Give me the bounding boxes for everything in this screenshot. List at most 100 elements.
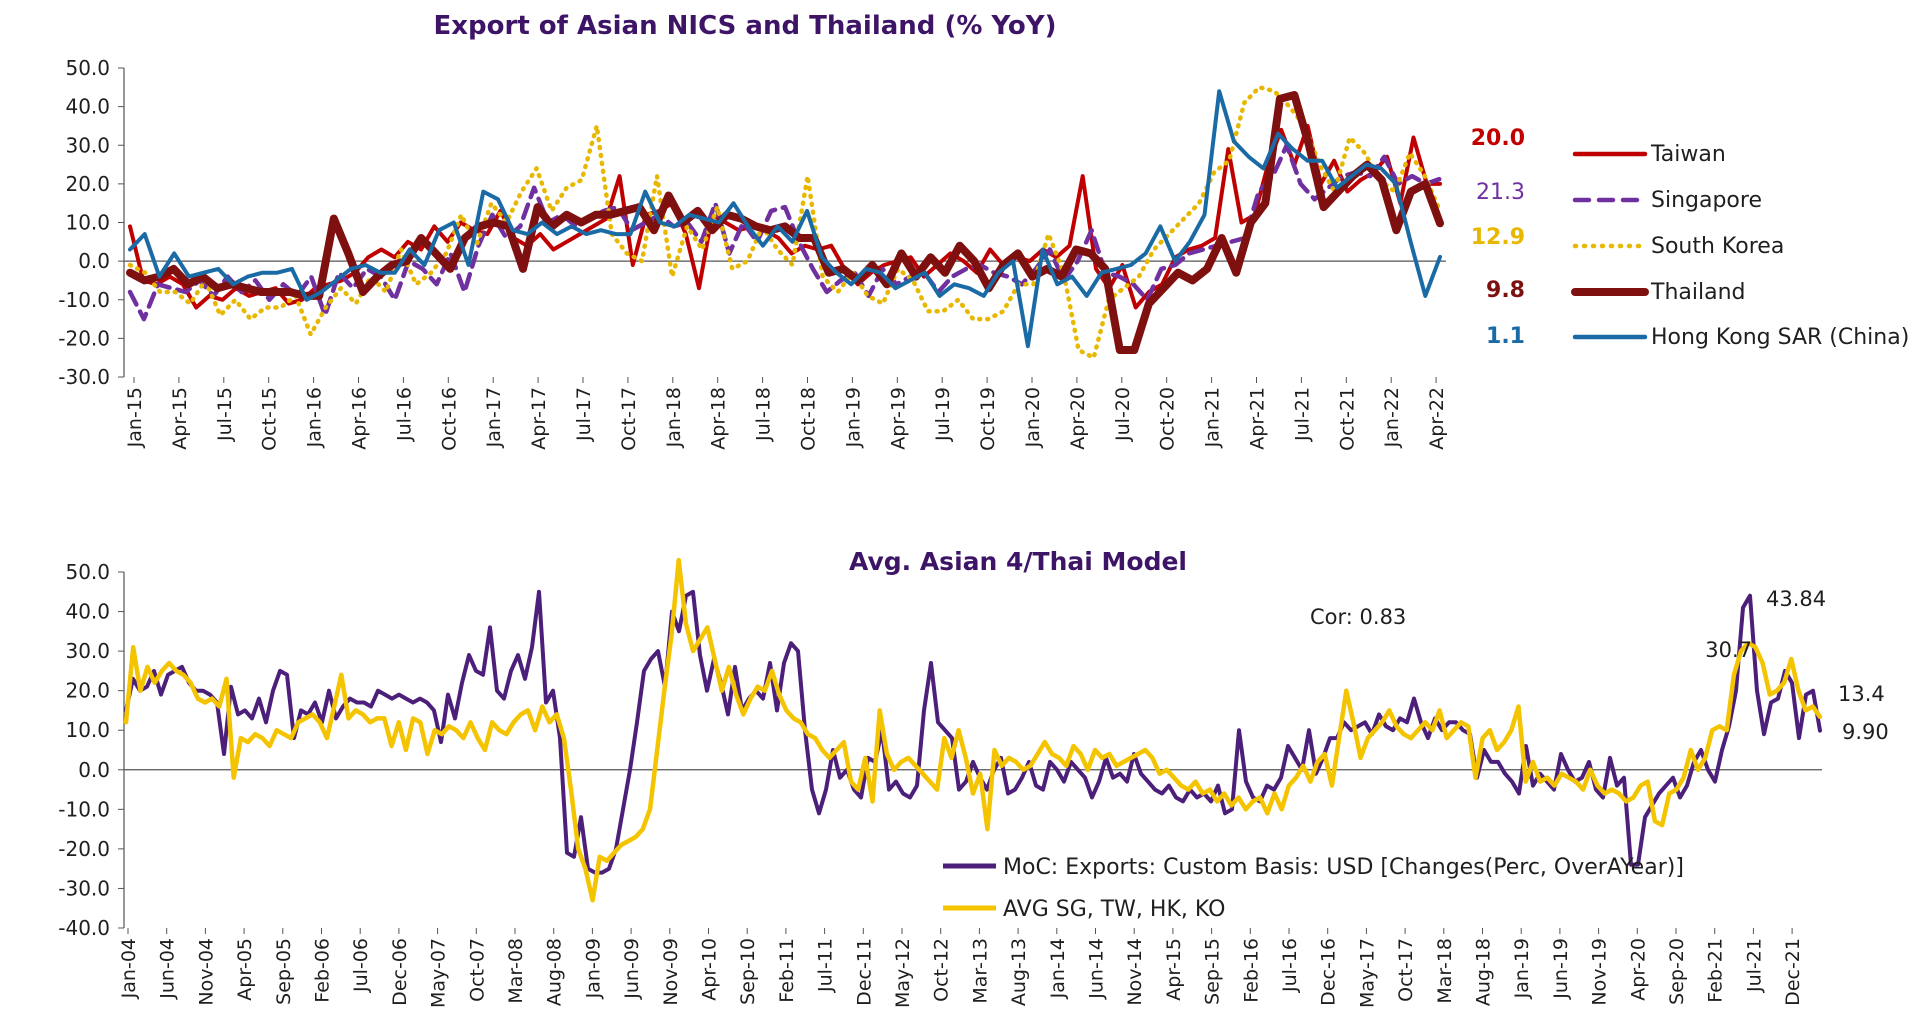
x-tick-label: Jun-14 xyxy=(1086,938,1108,1000)
x-tick-label: Jan-16 xyxy=(304,387,326,448)
x-tick-label: Mar-18 xyxy=(1434,938,1456,1004)
x-tick-label: Mar-13 xyxy=(969,938,991,1004)
x-tick-label: Feb-21 xyxy=(1705,938,1727,1003)
latest-value-label: 9.8 xyxy=(1486,278,1525,303)
legend-item[interactable]: MoC: Exports: Custom Basis: USD [Changes… xyxy=(943,855,1684,880)
y-tick-label: 50.0 xyxy=(65,560,110,584)
x-tick-label: Apr-05 xyxy=(234,938,256,1001)
x-tick-label: May-12 xyxy=(892,938,914,1008)
series-line-avg-sg-tw-hk-ko xyxy=(123,557,1823,903)
x-tick-label: Mar-08 xyxy=(505,938,527,1004)
latest-value-label: 1.1 xyxy=(1486,324,1525,349)
x-tick-label: Aug-18 xyxy=(1473,938,1495,1006)
legend-item[interactable]: Thailand xyxy=(1571,280,1745,305)
x-tick-label: Jul-16 xyxy=(393,387,415,442)
chart-top-title: Export of Asian NICS and Thailand (% YoY… xyxy=(434,11,1057,41)
x-tick-label: Oct-17 xyxy=(1395,938,1417,1002)
legend-item[interactable]: Hong Kong SAR (China) xyxy=(1572,325,1909,350)
y-tick-label: -30.0 xyxy=(58,365,110,389)
legend-item[interactable]: Singapore xyxy=(1572,188,1762,213)
y-tick-label: 20.0 xyxy=(65,679,110,703)
x-tick-label: Jul-19 xyxy=(932,387,954,442)
x-tick-label: Apr-10 xyxy=(699,938,721,1001)
x-tick-label: Jan-20 xyxy=(1022,387,1044,448)
x-tick-label: Apr-22 xyxy=(1426,387,1448,450)
series-line-south-korea xyxy=(127,85,1443,360)
y-tick-label: 10.0 xyxy=(65,211,110,235)
x-tick-label: Jan-17 xyxy=(483,387,505,448)
x-tick-label: Apr-15 xyxy=(1163,938,1185,1001)
series-line-thailand xyxy=(126,91,1444,354)
latest-value-label: 12.9 xyxy=(1471,225,1525,250)
y-tick-label: -20.0 xyxy=(58,837,110,861)
legend-label: Taiwan xyxy=(1650,142,1726,167)
x-tick-label: Aug-08 xyxy=(544,938,566,1006)
x-tick-label: Jan-09 xyxy=(582,938,604,999)
legend-item[interactable]: Taiwan xyxy=(1572,142,1726,167)
legend-label: Singapore xyxy=(1651,188,1762,213)
latest-value-label: 20.0 xyxy=(1471,126,1525,151)
chart-top: Export of Asian NICS and Thailand (% YoY… xyxy=(58,11,1909,451)
x-tick-label: Nov-04 xyxy=(195,938,217,1006)
x-tick-label: Dec-21 xyxy=(1782,938,1804,1006)
x-tick-label: Dec-11 xyxy=(853,938,875,1006)
y-tick-label: 30.0 xyxy=(65,639,110,663)
chart-bottom-x-axis: Jan-04 Jun-04 Nov-04 Apr-05 Sep-05 Feb-06 Jul-… xyxy=(118,769,1822,1008)
legend-item[interactable]: AVG SG, TW, HK, KO xyxy=(943,897,1225,922)
y-tick-label: 30.0 xyxy=(65,133,110,157)
correlation-annotation: Cor: 0.83 xyxy=(1310,605,1406,629)
x-tick-label: May-17 xyxy=(1356,938,1378,1008)
x-tick-label: Jul-16 xyxy=(1279,938,1301,993)
x-tick-label: Apr-19 xyxy=(887,387,909,450)
chart-bottom-legend[interactable]: MoC: Exports: Custom Basis: USD [Changes… xyxy=(943,855,1684,922)
x-tick-label: Oct-16 xyxy=(438,387,460,451)
y-tick-label: -30.0 xyxy=(58,876,110,900)
y-tick-label: -10.0 xyxy=(58,797,110,821)
x-tick-label: Jan-15 xyxy=(124,387,146,448)
x-tick-label: Apr-21 xyxy=(1247,387,1269,450)
x-tick-label: Jul-20 xyxy=(1112,387,1134,442)
legend-item[interactable]: South Korea xyxy=(1572,234,1784,259)
x-tick-label: Dec-16 xyxy=(1318,938,1340,1006)
x-tick-label: Sep-05 xyxy=(273,938,295,1005)
x-tick-label: Feb-06 xyxy=(312,938,334,1003)
x-tick-label: Jan-18 xyxy=(663,387,685,448)
x-tick-label: Jan-04 xyxy=(118,938,140,999)
legend-label: South Korea xyxy=(1651,234,1784,259)
x-tick-label: Feb-11 xyxy=(776,938,798,1003)
x-tick-label: Apr-17 xyxy=(528,387,550,450)
x-tick-label: Jul-17 xyxy=(573,387,595,442)
end-value-label: 13.4 xyxy=(1838,682,1885,706)
x-tick-label: Sep-10 xyxy=(737,938,759,1005)
x-tick-label: Jun-04 xyxy=(157,938,179,1000)
x-tick-label: Jan-19 xyxy=(1511,938,1533,999)
y-tick-label: 0.0 xyxy=(78,758,110,782)
y-tick-label: 50.0 xyxy=(65,56,110,80)
y-tick-label: 10.0 xyxy=(65,718,110,742)
chart-bottom-series xyxy=(123,557,1823,903)
x-tick-label: Apr-15 xyxy=(169,387,191,450)
x-tick-label: Oct-20 xyxy=(1157,387,1179,451)
x-tick-label: Jan-19 xyxy=(842,387,864,448)
y-tick-label: -40.0 xyxy=(58,916,110,940)
x-tick-label: Jul-21 xyxy=(1743,938,1765,993)
chart-top-legend[interactable]: Taiwan Singapore South Korea Thailand Hong K… xyxy=(1571,142,1909,350)
chart-bottom-end-labels: 43.84 30.7 13.4 9.90 xyxy=(1705,587,1889,744)
end-value-label: 9.90 xyxy=(1842,720,1889,744)
x-tick-label: Oct-12 xyxy=(931,938,953,1002)
x-tick-label: Jul-18 xyxy=(753,387,775,442)
legend-label: MoC: Exports: Custom Basis: USD [Changes… xyxy=(1003,855,1684,880)
x-tick-label: Oct-15 xyxy=(259,387,281,451)
x-tick-label: Apr-18 xyxy=(708,387,730,450)
x-tick-label: Oct-19 xyxy=(977,387,999,451)
x-tick-label: Oct-17 xyxy=(618,387,640,451)
legend-label: Hong Kong SAR (China) xyxy=(1651,325,1909,350)
chart-bottom: Avg. Asian 4/Thai Model 50.0 40.0 30.0 20.0… xyxy=(58,547,1889,1008)
latest-value-label: 21.3 xyxy=(1476,180,1525,205)
chart-top-series xyxy=(126,85,1444,360)
y-tick-label: 20.0 xyxy=(65,172,110,196)
legend-label: Thailand xyxy=(1650,280,1745,305)
chart-top-y-axis: 50.0 40.0 30.0 20.0 10.0 0.0 -10.0 -20.0 -30.0 xyxy=(58,56,125,389)
end-value-label: 30.7 xyxy=(1705,638,1752,662)
x-tick-label: Feb-16 xyxy=(1240,938,1262,1003)
